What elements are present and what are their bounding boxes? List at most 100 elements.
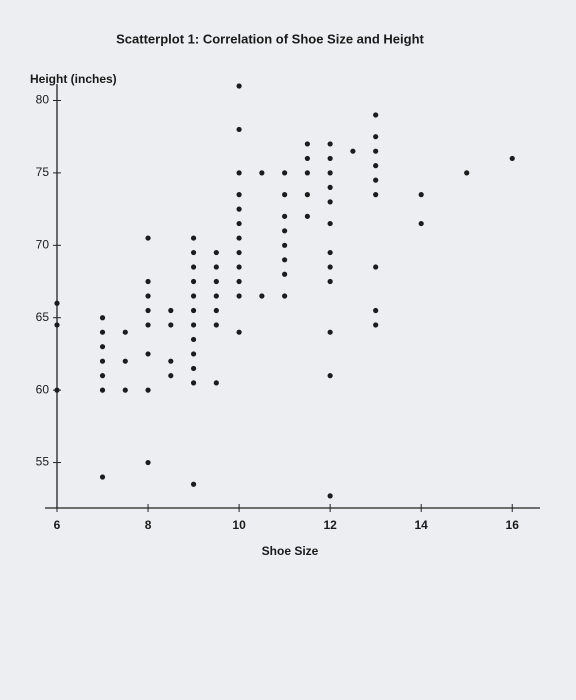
point <box>282 242 288 248</box>
point <box>327 278 333 285</box>
point <box>99 344 106 350</box>
point <box>236 126 242 133</box>
y-tick-label: 60 <box>36 382 50 396</box>
point <box>327 220 333 227</box>
point <box>213 322 219 328</box>
point <box>327 199 333 205</box>
point <box>122 358 128 364</box>
y-tick-label: 55 <box>36 455 50 469</box>
point <box>213 264 219 270</box>
point <box>236 206 242 212</box>
point <box>418 220 424 227</box>
point <box>168 373 174 379</box>
point <box>373 322 379 328</box>
point <box>145 235 151 241</box>
point <box>145 387 151 393</box>
point <box>213 249 219 256</box>
point <box>145 459 151 466</box>
point <box>190 365 197 372</box>
point <box>236 293 242 299</box>
point <box>236 235 242 241</box>
point <box>327 170 333 176</box>
x-tick-label: 6 <box>54 518 61 532</box>
point <box>213 307 219 314</box>
x-tick-label: 12 <box>323 518 337 532</box>
point <box>236 278 242 285</box>
point <box>350 148 356 154</box>
point <box>54 387 60 393</box>
point <box>327 155 333 162</box>
y-tick-label: 75 <box>36 165 50 179</box>
point <box>282 271 288 277</box>
point <box>168 322 174 328</box>
point <box>373 307 379 314</box>
x-tick-label: 8 <box>145 518 152 532</box>
point <box>236 220 242 227</box>
point <box>190 351 197 357</box>
point <box>236 249 242 256</box>
point <box>145 307 151 314</box>
point <box>282 192 288 198</box>
y-tick-label: 65 <box>36 310 50 324</box>
x-tick-label: 10 <box>232 518 246 532</box>
y-tick-label: 80 <box>36 93 50 107</box>
point <box>236 170 242 176</box>
y-tick-label: 70 <box>36 237 50 251</box>
point <box>54 300 60 306</box>
point <box>236 329 242 335</box>
x-tick-label: 16 <box>506 518 520 532</box>
point <box>190 322 197 328</box>
point <box>373 134 379 140</box>
point <box>327 493 333 499</box>
point <box>327 141 333 147</box>
point <box>373 163 379 169</box>
point <box>190 235 197 241</box>
point <box>190 380 197 386</box>
point <box>282 213 288 219</box>
point <box>327 264 333 270</box>
point <box>373 192 379 198</box>
x-tick-label: 14 <box>415 518 429 532</box>
point <box>190 278 197 285</box>
point <box>373 177 379 183</box>
point <box>168 307 174 314</box>
point <box>236 192 242 198</box>
point <box>145 322 151 328</box>
point <box>282 228 288 234</box>
x-axis-title: Shoe Size <box>262 544 319 558</box>
point <box>190 336 197 343</box>
point <box>373 264 379 270</box>
point <box>282 257 288 263</box>
point <box>464 170 470 176</box>
point <box>282 293 288 299</box>
point <box>304 155 310 162</box>
point <box>99 358 106 364</box>
point <box>213 380 219 386</box>
point <box>190 293 197 299</box>
point <box>282 170 288 176</box>
point <box>236 264 242 270</box>
point <box>99 387 106 393</box>
point <box>373 112 379 118</box>
point <box>304 170 310 176</box>
point <box>122 329 128 335</box>
point <box>190 307 197 314</box>
point <box>418 192 424 198</box>
point <box>145 278 151 285</box>
point <box>304 141 310 147</box>
point <box>236 83 242 89</box>
point <box>122 387 128 393</box>
point <box>190 264 197 270</box>
point <box>99 373 106 379</box>
point <box>304 213 310 219</box>
point <box>327 249 333 256</box>
point <box>327 184 333 190</box>
point <box>259 170 265 176</box>
point <box>327 329 333 335</box>
point <box>327 373 333 379</box>
point <box>373 148 379 154</box>
point <box>213 278 219 285</box>
point <box>190 481 197 487</box>
point <box>54 322 60 328</box>
